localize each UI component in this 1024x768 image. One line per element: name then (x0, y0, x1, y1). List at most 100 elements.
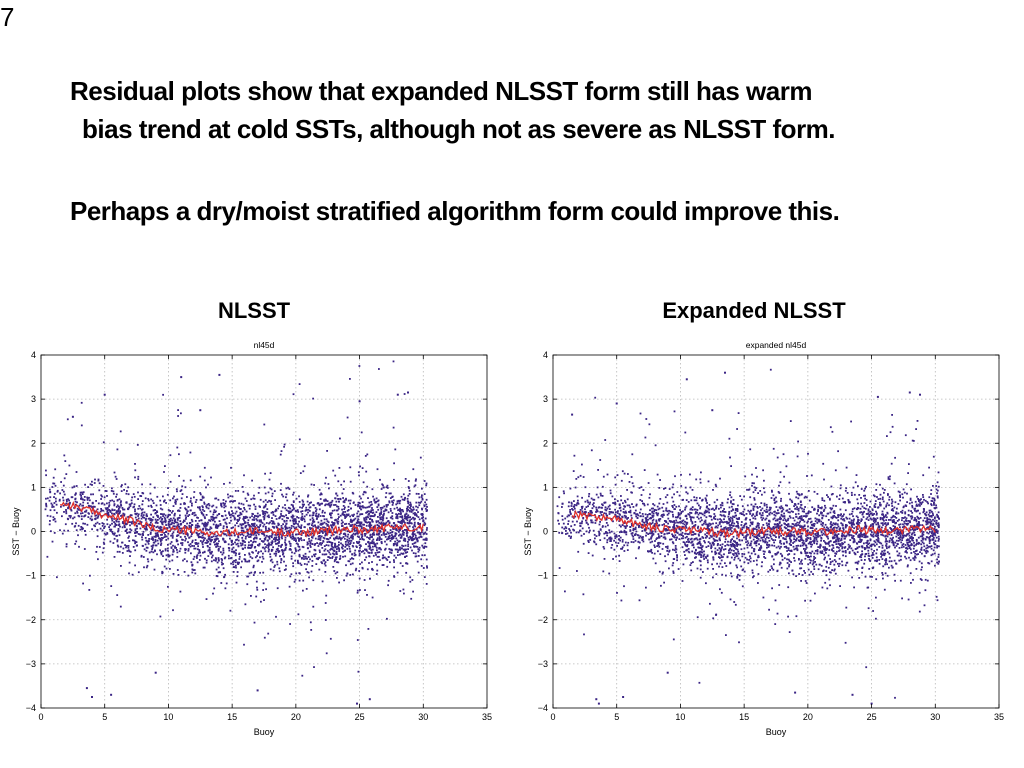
data-point (141, 483, 143, 486)
data-point (814, 561, 816, 563)
data-point (715, 485, 718, 488)
data-point (873, 550, 875, 552)
data-point (274, 564, 276, 567)
data-point (651, 532, 654, 534)
data-point (425, 533, 428, 535)
data-point (905, 483, 908, 486)
data-point (97, 502, 100, 505)
data-point (930, 545, 933, 547)
data-point (410, 511, 413, 513)
data-point (354, 530, 356, 532)
data-point (350, 535, 353, 537)
data-point (655, 520, 658, 523)
data-point (753, 482, 755, 485)
data-point (390, 524, 393, 527)
data-point (577, 511, 580, 513)
data-point (290, 557, 293, 560)
data-point (228, 512, 230, 515)
data-point (368, 555, 370, 557)
data-point (235, 566, 237, 569)
data-point (224, 541, 227, 543)
data-point (344, 543, 347, 546)
data-point (230, 544, 233, 546)
data-point (657, 533, 660, 535)
data-point (384, 508, 387, 511)
data-point (706, 502, 708, 504)
data-point (169, 499, 172, 502)
data-point (324, 564, 327, 567)
data-point (323, 549, 326, 552)
data-point (391, 512, 394, 514)
data-point (834, 516, 837, 518)
data-point (893, 506, 896, 509)
data-point (936, 495, 939, 498)
data-point (235, 543, 238, 546)
data-point (324, 482, 327, 485)
data-point (130, 502, 133, 505)
data-point (411, 543, 414, 545)
data-point (146, 558, 149, 561)
data-point (391, 495, 394, 498)
data-point (230, 534, 233, 537)
data-point (101, 525, 104, 527)
data-point (413, 538, 416, 540)
data-point (277, 551, 280, 553)
data-point (809, 543, 812, 546)
data-point (77, 524, 80, 527)
outlier-point (218, 373, 221, 376)
data-point (718, 507, 720, 510)
data-point (653, 544, 656, 547)
data-point (842, 528, 845, 531)
data-point (243, 507, 245, 509)
data-point (340, 483, 343, 486)
data-point (175, 547, 177, 549)
data-point (780, 524, 783, 527)
data-point (170, 534, 172, 537)
data-point (327, 483, 330, 485)
data-point (594, 519, 597, 522)
data-point (149, 531, 152, 534)
data-point (191, 502, 193, 505)
data-point (311, 517, 314, 519)
data-point (875, 538, 878, 541)
data-point (280, 559, 283, 561)
data-point (91, 501, 94, 504)
data-point (154, 536, 157, 538)
data-point (412, 535, 414, 537)
data-point (305, 557, 307, 560)
data-point (134, 535, 137, 537)
data-point (415, 545, 417, 548)
data-point (814, 520, 817, 523)
data-point (843, 535, 846, 538)
data-point (301, 515, 304, 518)
data-point (244, 541, 246, 543)
data-point (406, 562, 409, 565)
data-point (236, 575, 239, 578)
data-point (173, 522, 175, 525)
data-point (797, 509, 800, 512)
data-point (321, 511, 324, 514)
data-point (366, 485, 369, 488)
data-point (399, 515, 402, 518)
data-point (51, 504, 54, 506)
data-point (890, 516, 893, 519)
data-point (307, 542, 309, 545)
data-point (697, 513, 700, 516)
data-point (407, 548, 409, 550)
data-point (116, 539, 119, 541)
outlier-point (85, 687, 88, 690)
data-point (107, 511, 110, 514)
data-point (375, 546, 378, 549)
data-point (331, 542, 334, 544)
data-point (408, 487, 410, 490)
data-point (119, 605, 122, 608)
y-tick-label: 0 (31, 527, 36, 537)
data-point (169, 568, 171, 570)
data-point (411, 549, 413, 552)
data-point (901, 529, 904, 532)
data-point (583, 533, 585, 535)
data-point (407, 545, 409, 548)
data-point (115, 519, 118, 522)
data-point (297, 561, 299, 564)
data-point (331, 521, 333, 524)
